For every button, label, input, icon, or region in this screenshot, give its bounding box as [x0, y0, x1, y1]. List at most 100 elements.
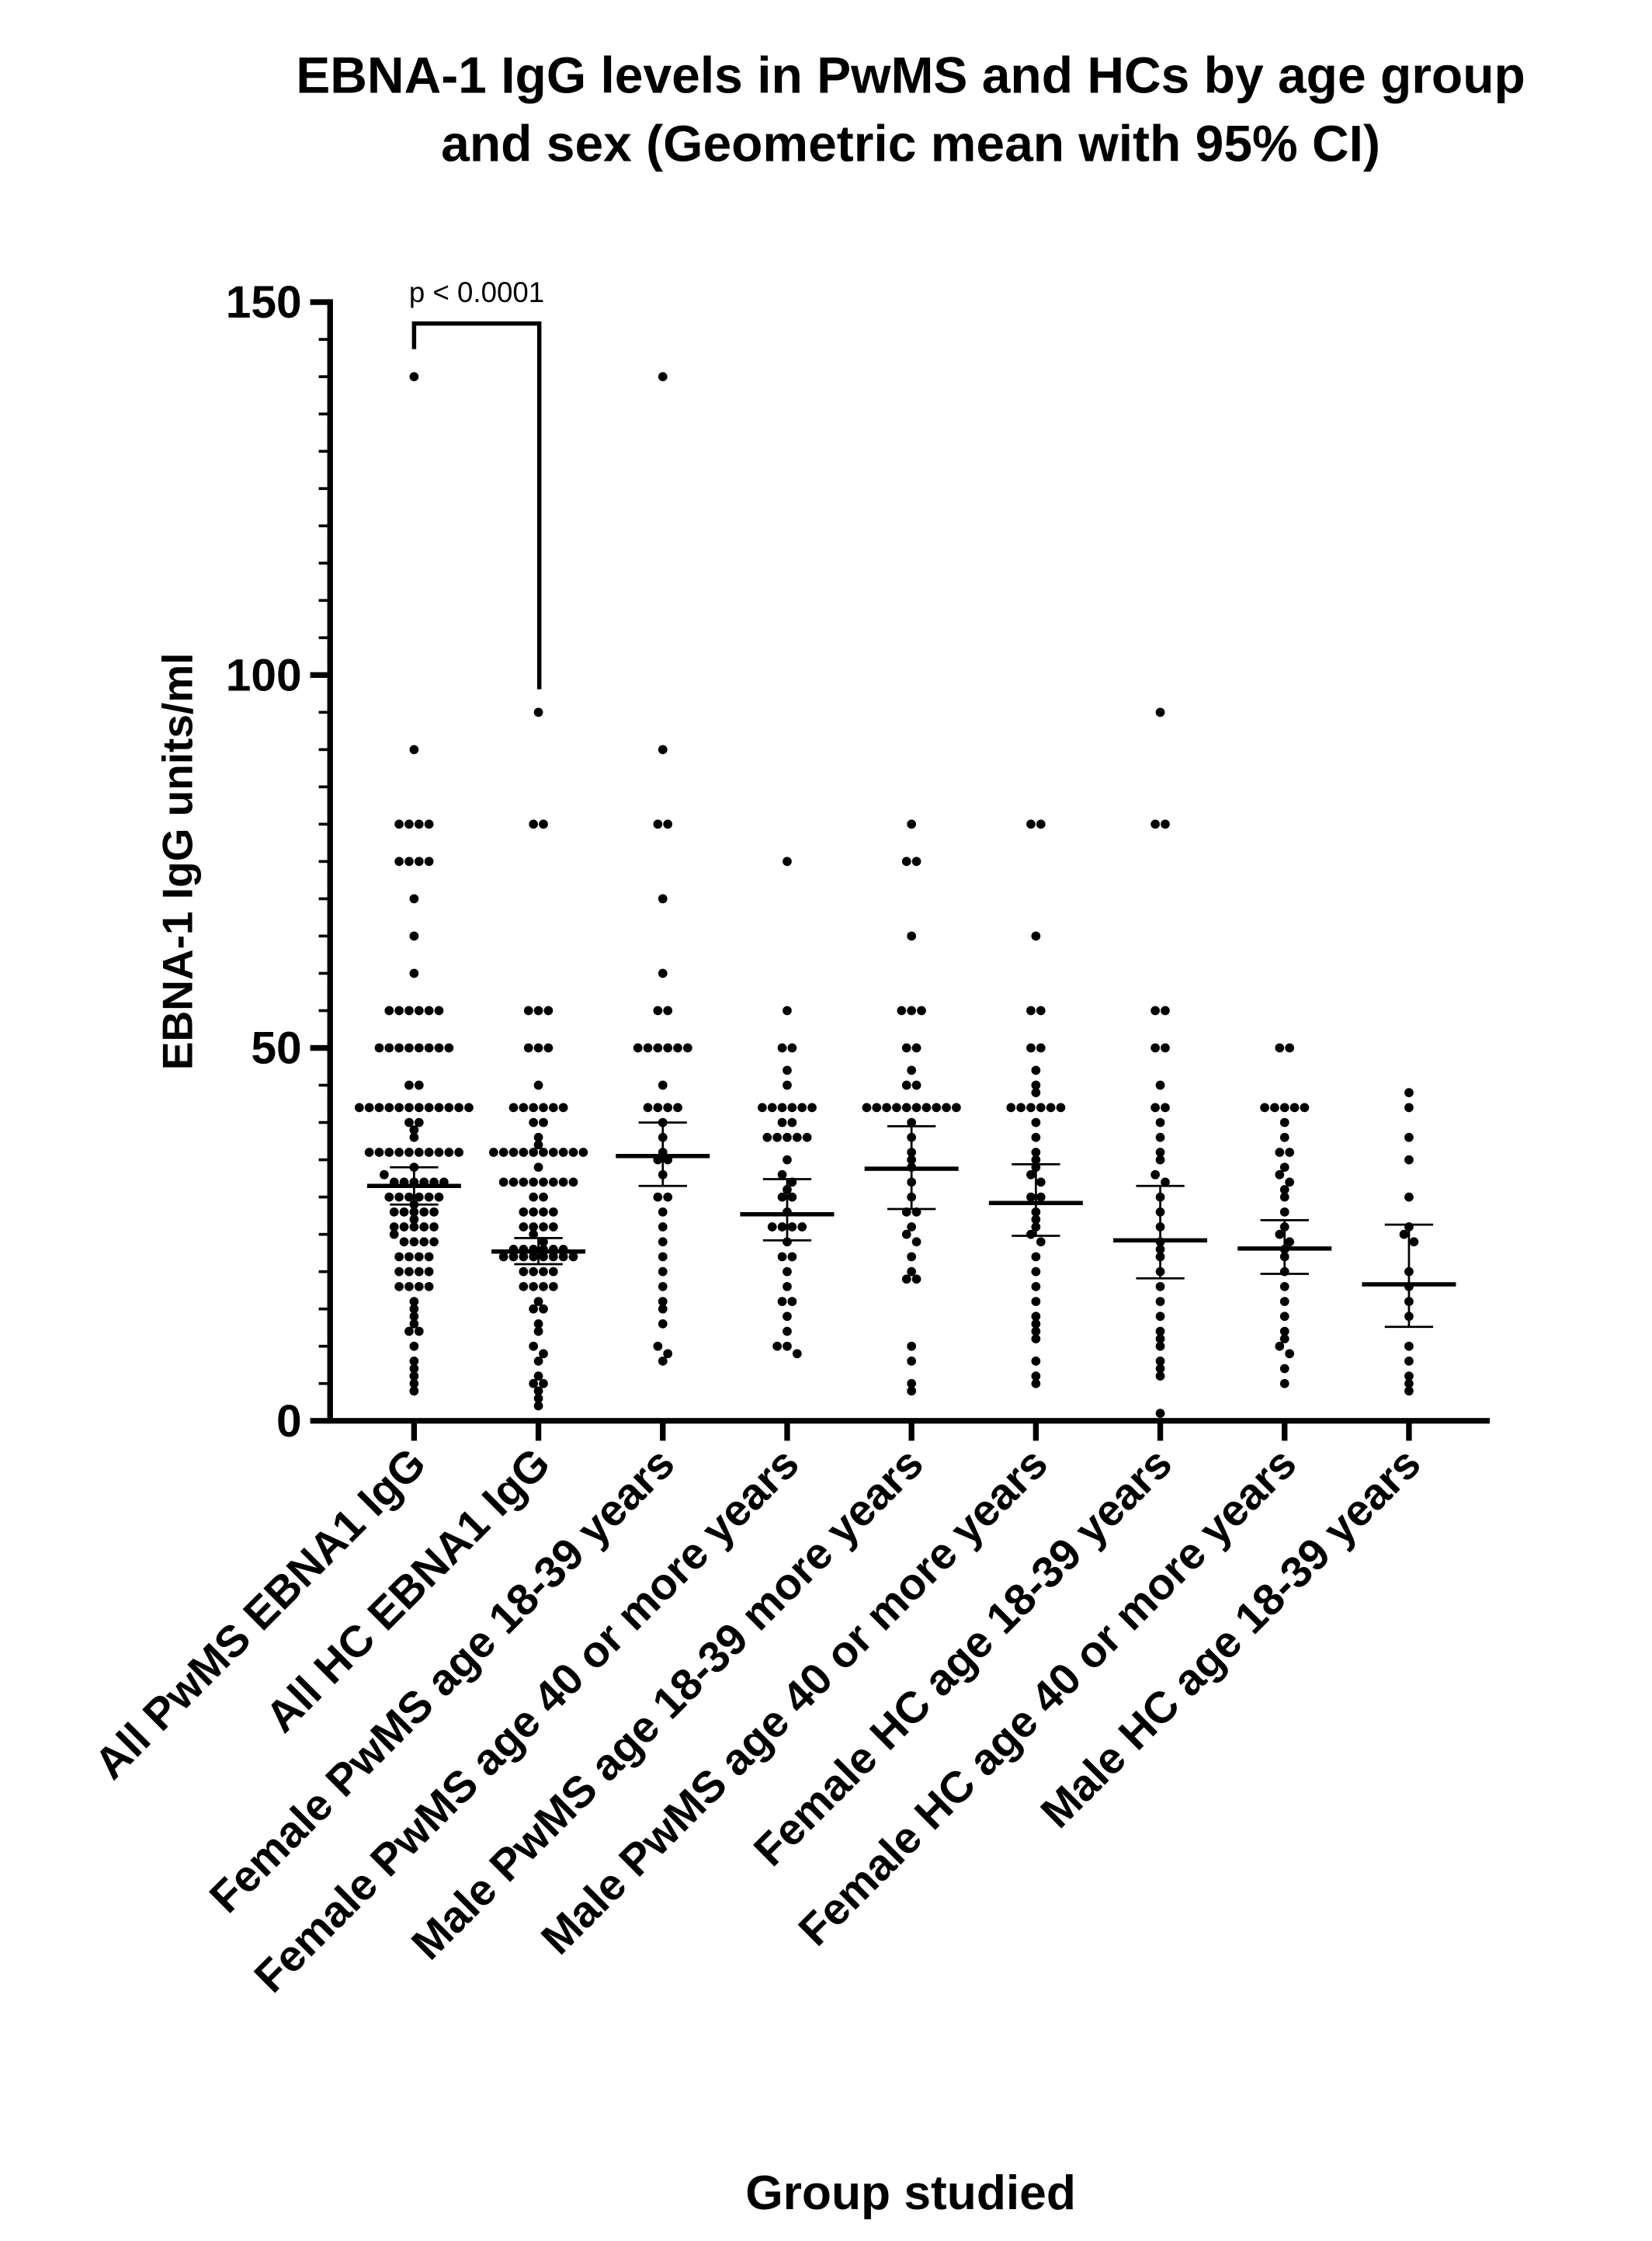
- data-point: [1279, 1364, 1289, 1374]
- data-point: [424, 1252, 434, 1262]
- data-point: [1279, 1334, 1289, 1343]
- data-point: [539, 1222, 548, 1232]
- data-point: [911, 856, 921, 867]
- data-point: [529, 1252, 539, 1262]
- data-point: [907, 1222, 917, 1232]
- data-point: [539, 1281, 548, 1291]
- data-point: [1031, 931, 1041, 941]
- data-point: [533, 1132, 543, 1142]
- data-point: [1150, 1169, 1160, 1180]
- data-point: [529, 1192, 539, 1202]
- data-point: [374, 1043, 384, 1053]
- data-point: [777, 1297, 787, 1306]
- data-point: [1279, 1297, 1289, 1306]
- data-point: [529, 1281, 539, 1291]
- data-point: [1279, 1192, 1289, 1202]
- data-point: [653, 1341, 663, 1351]
- chart-title: and sex (Geometric mean with 95% CI): [441, 115, 1380, 172]
- data-point: [414, 1326, 424, 1336]
- data-point: [673, 1043, 682, 1053]
- data-point: [1285, 1237, 1295, 1247]
- data-point: [1404, 1386, 1414, 1396]
- data-point: [777, 1117, 787, 1127]
- data-point: [399, 1237, 409, 1247]
- data-point: [772, 1132, 782, 1142]
- data-point: [1016, 1103, 1026, 1113]
- data-point: [558, 1148, 568, 1157]
- data-point: [767, 1222, 777, 1232]
- data-point: [901, 1274, 911, 1284]
- data-point: [533, 1394, 543, 1403]
- data-point: [523, 1043, 533, 1053]
- data-point: [767, 1103, 777, 1113]
- data-point: [1006, 1103, 1016, 1113]
- data-point: [1031, 1252, 1041, 1262]
- data-point: [783, 1132, 792, 1142]
- data-point: [454, 1103, 463, 1113]
- data-point: [409, 1341, 419, 1351]
- data-point: [529, 1341, 539, 1351]
- data-point: [414, 819, 424, 829]
- data-point: [658, 1266, 668, 1277]
- data-point: [901, 1229, 911, 1239]
- data-point: [424, 1043, 434, 1053]
- data-point: [911, 1043, 921, 1053]
- y-tick-label: 150: [226, 277, 302, 328]
- data-point: [380, 1169, 389, 1180]
- data-point: [454, 1148, 463, 1157]
- data-point: [658, 1304, 668, 1314]
- data-point: [354, 1103, 364, 1113]
- data-point: [658, 1222, 668, 1232]
- data-point: [1150, 1103, 1160, 1113]
- data-point: [1155, 1117, 1165, 1127]
- data-point: [658, 1080, 668, 1090]
- data-point: [1031, 1117, 1041, 1127]
- data-point: [762, 1132, 772, 1142]
- data-point: [787, 1117, 797, 1127]
- data-point: [807, 1103, 817, 1113]
- data-point: [558, 1103, 568, 1113]
- data-point: [404, 856, 414, 867]
- data-point: [658, 1357, 668, 1366]
- data-point: [777, 1043, 787, 1053]
- data-point: [424, 1192, 434, 1202]
- data-point: [539, 1148, 548, 1157]
- data-point: [404, 1006, 414, 1016]
- data-point: [1155, 1409, 1165, 1419]
- data-point: [663, 1192, 673, 1202]
- data-point: [1155, 1281, 1165, 1291]
- data-point: [394, 1103, 404, 1113]
- data-point: [1031, 1378, 1041, 1388]
- data-point: [409, 1378, 419, 1388]
- data-point: [633, 1043, 643, 1053]
- data-point: [783, 1341, 792, 1351]
- data-point: [1031, 1132, 1041, 1142]
- data-point: [1036, 1192, 1046, 1202]
- data-point: [1279, 1117, 1289, 1127]
- data-point: [1031, 1281, 1041, 1291]
- data-point: [548, 1222, 558, 1232]
- data-point: [568, 1148, 578, 1157]
- data-point: [529, 1229, 539, 1239]
- data-point: [558, 1177, 568, 1187]
- data-point: [783, 1326, 792, 1336]
- data-point: [414, 1252, 424, 1262]
- data-point: [777, 1103, 787, 1113]
- data-point: [1155, 1364, 1165, 1374]
- data-point: [1275, 1341, 1285, 1351]
- data-point: [787, 1043, 797, 1053]
- data-point: [658, 1297, 668, 1306]
- data-point: [907, 1341, 917, 1351]
- data-point: [409, 1125, 419, 1135]
- data-point: [519, 1148, 529, 1157]
- data-point: [777, 1169, 787, 1180]
- data-point: [907, 819, 917, 829]
- data-point: [409, 372, 419, 381]
- data-point: [783, 1155, 792, 1165]
- data-point: [548, 1148, 558, 1157]
- data-point: [414, 1148, 424, 1157]
- data-point: [907, 1006, 917, 1016]
- data-point: [797, 1103, 807, 1113]
- data-point: [533, 1297, 543, 1306]
- data-point: [404, 1192, 414, 1202]
